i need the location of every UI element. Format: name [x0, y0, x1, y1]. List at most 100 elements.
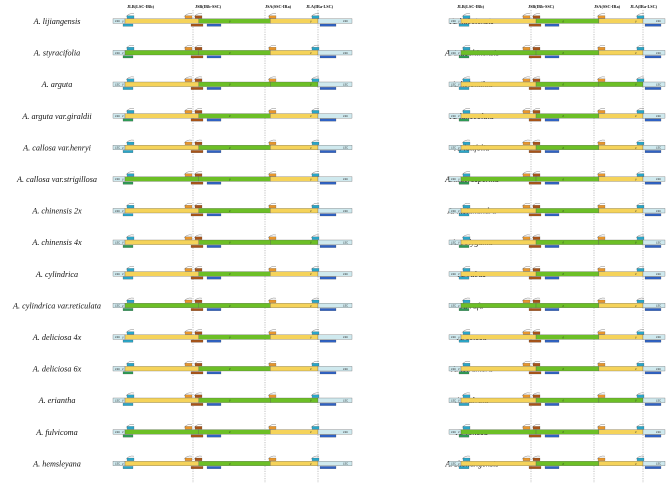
- junction-arrow: [125, 424, 135, 428]
- junction-arrow: [267, 76, 277, 81]
- region-segment: [535, 50, 600, 56]
- junction-arrow: [635, 297, 645, 302]
- species-row: A. chinensis 2x LSC LSC//////: [31, 203, 353, 217]
- junction-arrow: [521, 234, 531, 239]
- region-segment: [124, 461, 199, 466]
- break-mark: //: [635, 430, 637, 434]
- region-label: LSC: [656, 209, 661, 213]
- break-mark: //: [563, 146, 565, 150]
- break-mark: //: [229, 114, 231, 118]
- break-mark: //: [122, 367, 124, 371]
- gene-box-bottom: [528, 118, 542, 122]
- junction-arrow: [193, 45, 203, 49]
- gene-box-top: [532, 268, 541, 272]
- region-label: LSC: [451, 398, 456, 402]
- break-mark: //: [229, 146, 231, 150]
- gene-box-bottom: [206, 150, 222, 153]
- junction-arrow: [310, 45, 320, 49]
- region-label: LSC: [656, 114, 661, 118]
- region-segment: [124, 303, 199, 308]
- junction-arrow: [183, 171, 193, 175]
- region-segment: [317, 208, 353, 214]
- junction-arrow: [635, 361, 645, 365]
- gene-box-top: [184, 394, 193, 398]
- region-segment: [124, 334, 199, 340]
- region-segment: [642, 303, 666, 308]
- junction-arrow: [461, 361, 471, 365]
- region-label: LSC: [656, 462, 661, 466]
- junction-arrow: [531, 392, 541, 397]
- break-mark: //: [229, 430, 231, 434]
- species-row: A. deliciosa 4x LSC LSC//////: [32, 329, 353, 343]
- species-row: A. polygamaLSCLSC//////: [448, 234, 666, 248]
- gene-box-top: [311, 331, 320, 335]
- junction-arrow: [596, 455, 606, 460]
- gene-box-bottom: [544, 276, 560, 280]
- gene-box-bottom: [458, 55, 470, 59]
- region-segment: [460, 397, 537, 403]
- break-mark: //: [229, 399, 231, 403]
- region-label: LSC: [451, 114, 456, 118]
- species-row: A. callosa var.strigillosa LSC LSC//////: [16, 171, 353, 185]
- gene-box-top: [532, 236, 541, 240]
- region-segment: [317, 397, 353, 403]
- break-mark: //: [458, 209, 460, 213]
- break-mark: //: [458, 114, 460, 118]
- region-segment: [124, 366, 199, 372]
- junction-arrow: [193, 76, 203, 81]
- break-mark: //: [310, 19, 312, 23]
- gene-box-top: [268, 205, 277, 209]
- species-row: A. valvataLSCLSC//////: [448, 392, 666, 406]
- region-label: LSC: [115, 272, 120, 276]
- gene-box-top: [194, 15, 203, 19]
- species-row: A. cylindrica var.reticulata LSC LSC//////: [12, 297, 353, 311]
- junction-arrow: [193, 266, 203, 270]
- region-label: LSC: [656, 398, 661, 402]
- gene-box-bottom: [206, 118, 222, 122]
- region-segment: [124, 145, 199, 150]
- gene-box-top: [311, 205, 320, 209]
- gene-box-bottom: [458, 339, 470, 343]
- gene-box-top: [636, 78, 645, 82]
- region-segment: [535, 18, 600, 24]
- gene-box-bottom: [644, 213, 662, 217]
- junction-arrow: [461, 266, 471, 270]
- break-mark: //: [229, 367, 231, 371]
- break-mark: //: [635, 114, 637, 118]
- gene-box-top: [126, 331, 135, 335]
- gene-box-top: [268, 299, 277, 303]
- junction-arrow: [635, 108, 645, 112]
- region-segment: [460, 81, 537, 87]
- gene-box-bottom: [644, 466, 662, 469]
- right-species-column: A. hubeiensisLSCLSC//////A. indochinensi…: [444, 13, 666, 469]
- gene-box-bottom: [528, 434, 542, 438]
- break-mark: //: [310, 462, 312, 466]
- gene-box-bottom: [544, 181, 560, 185]
- gene-box-top: [462, 205, 471, 209]
- gene-box-top: [268, 426, 277, 430]
- gene-box-bottom: [644, 371, 662, 375]
- gene-box-top: [522, 426, 531, 430]
- species-label: A. hemsleyana: [32, 459, 81, 468]
- region-segment: [460, 271, 537, 277]
- gene-box-top: [597, 110, 606, 114]
- junction-arrow: [596, 13, 606, 17]
- region-label: LSC: [115, 146, 120, 150]
- gene-box-top: [597, 141, 606, 145]
- region-label: LSC: [451, 430, 456, 434]
- junction-arrow: [125, 45, 135, 49]
- gene-box-top: [268, 110, 277, 114]
- gene-box-bottom: [206, 55, 222, 59]
- gene-box-top: [194, 236, 203, 240]
- region-label: LSC: [656, 51, 661, 55]
- region-label: LSC: [115, 51, 120, 55]
- junction-arrow: [310, 361, 320, 365]
- gene-box-top: [126, 236, 135, 240]
- break-mark: //: [122, 19, 124, 23]
- junction-arrow: [125, 392, 135, 397]
- gene-box-top: [194, 141, 203, 145]
- gene-box-bottom: [458, 87, 470, 90]
- gene-box-top: [184, 110, 193, 114]
- gene-box-top: [184, 141, 193, 145]
- junction-arrow: [193, 203, 203, 207]
